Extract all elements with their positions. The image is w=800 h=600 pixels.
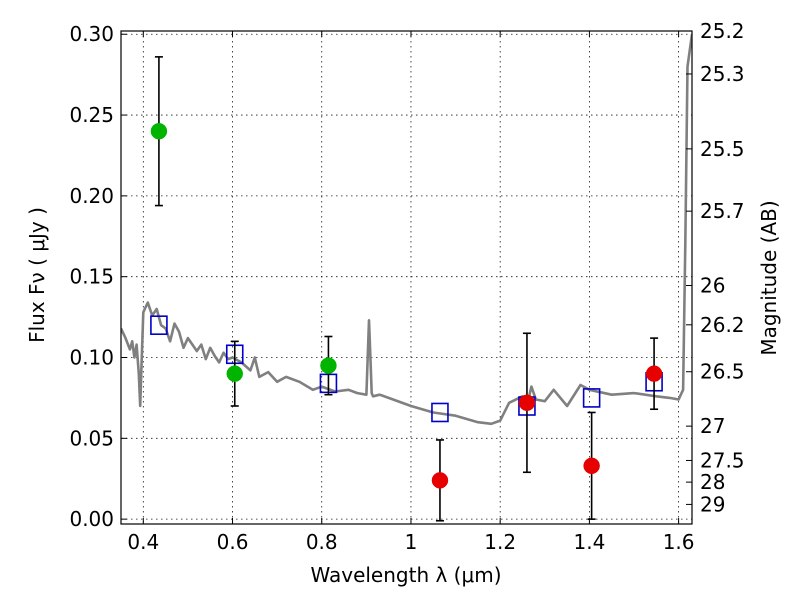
x-tick-label: 0.6 — [217, 530, 249, 554]
x-tick-label: 1.6 — [663, 530, 695, 554]
mag-tick-label: 26.2 — [700, 313, 745, 337]
y-axis-label: Flux Fν ( μJy ) — [25, 207, 49, 343]
x-tick-label: 1 — [405, 530, 418, 554]
mag-tick-label: 25.5 — [700, 137, 745, 161]
mag-tick-label: 26 — [700, 274, 725, 298]
detection-point — [226, 365, 244, 382]
detection-point — [150, 122, 168, 140]
x-tick-label: 0.8 — [306, 530, 338, 554]
mag-tick-label: 25.7 — [700, 199, 745, 223]
non-detection-point — [645, 365, 663, 382]
mag-tick-label: 27 — [700, 414, 725, 438]
y-tick-label: 0.20 — [69, 184, 114, 208]
y-tick-label: 0.05 — [69, 426, 114, 450]
x-tick-label: 1.4 — [573, 530, 605, 554]
non-detection-point — [583, 457, 600, 475]
spectrum-layer — [121, 34, 692, 426]
y-tick-label: 0.30 — [69, 22, 114, 46]
model-flux-square — [582, 388, 601, 408]
y-tick-label: 0.10 — [69, 346, 114, 370]
y2-axis-label: Magnitude (AB) — [757, 200, 781, 355]
points-layer — [150, 56, 663, 522]
y-tick-label: 0.00 — [69, 507, 114, 531]
mag-tick-label: 26.5 — [700, 360, 745, 384]
model-flux-square — [431, 402, 449, 423]
y-tick-label: 0.15 — [69, 265, 114, 289]
mag-tick-label: 29 — [700, 492, 725, 516]
mag-tick-label: 25.3 — [700, 62, 745, 86]
y-tick-label: 0.25 — [69, 103, 114, 127]
mag-tick-label: 27.5 — [700, 448, 745, 472]
mag-tick-label: 25.2 — [700, 19, 745, 43]
mag-tick-label: 28 — [700, 470, 725, 494]
plot-frame — [120, 30, 693, 525]
model-flux-square — [150, 315, 168, 335]
model-spectrum-line — [121, 34, 692, 426]
non-detection-point — [431, 472, 449, 489]
non-detection-point — [518, 394, 536, 412]
detection-point — [320, 357, 337, 374]
x-tick-label: 0.4 — [127, 530, 159, 554]
grid-lines — [121, 31, 692, 524]
x-tick-label: 1.2 — [484, 530, 516, 554]
axis-ticks: 0.4 0.6 0.8 1 1.2 1.4 1.6 0.00 0.05 0.10 0.15 0.20 0… — [69, 19, 744, 554]
x-axis-label: Wavelength λ (μm) — [310, 563, 501, 587]
